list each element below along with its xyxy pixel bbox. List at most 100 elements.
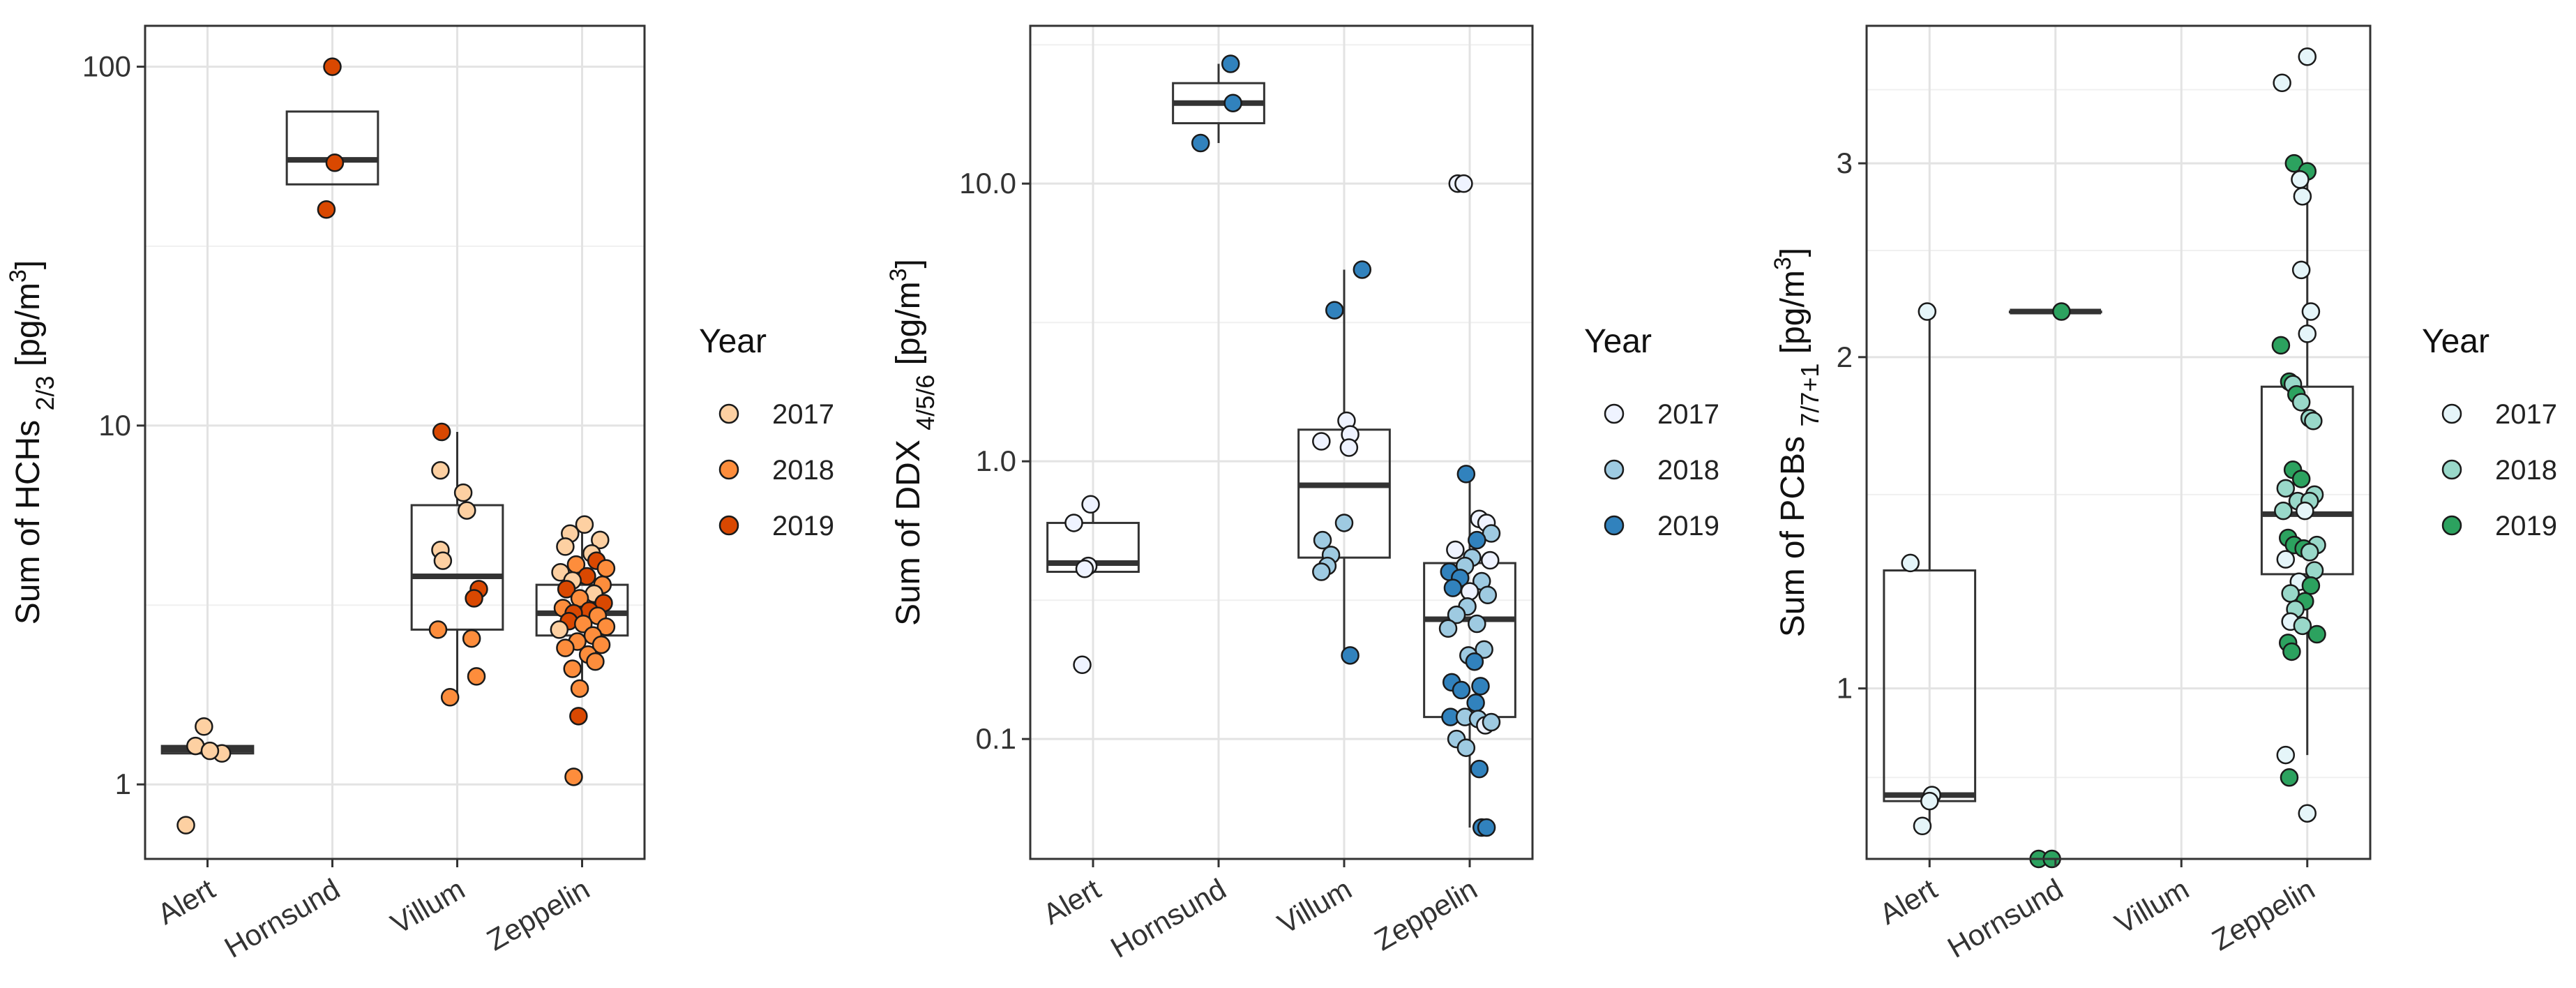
data-point — [556, 638, 575, 657]
data-point — [1456, 465, 1476, 484]
data-point — [1454, 174, 1473, 193]
data-point — [2298, 324, 2317, 343]
y-tick-label: 2 — [1837, 340, 1853, 373]
data-point — [1468, 530, 1486, 550]
data-point — [2301, 302, 2321, 321]
data-point — [2305, 561, 2324, 580]
y-axis-title: Sum of PCBs 7/7+1 [pg/m3] — [1770, 248, 1824, 637]
data-point — [556, 537, 575, 556]
legend-key — [1604, 515, 1625, 536]
data-point — [432, 422, 451, 442]
x-tick-label: Villum — [1272, 872, 1357, 941]
data-point — [1465, 652, 1484, 671]
data-point — [2280, 768, 2299, 787]
data-point — [431, 461, 450, 480]
legend-label: 2019 — [1657, 511, 1719, 541]
panel-border — [1865, 24, 2372, 860]
legend-key — [2441, 459, 2462, 480]
data-point — [596, 618, 616, 636]
data-point — [1901, 553, 1920, 573]
data-point — [2276, 550, 2296, 569]
x-tick-label: Villum — [2109, 872, 2194, 941]
legend-key — [2441, 515, 2462, 536]
data-point — [1341, 646, 1359, 665]
data-point — [440, 687, 460, 707]
data-point — [1447, 605, 1466, 624]
data-point — [1482, 712, 1501, 732]
plot-background — [145, 26, 645, 859]
x-tick-label: Zeppelin — [481, 872, 595, 957]
data-point — [176, 816, 195, 834]
data-point — [2293, 616, 2312, 636]
data-point — [564, 768, 583, 786]
data-point — [2271, 336, 2291, 355]
data-point — [1073, 655, 1092, 675]
data-point — [1325, 301, 1344, 320]
y-tick-label: 100 — [82, 50, 131, 83]
legend-label: 2018 — [1657, 455, 1719, 486]
data-point — [2284, 154, 2304, 173]
data-point — [2293, 187, 2312, 206]
legend-title: Year — [1584, 323, 1652, 360]
data-point — [1468, 614, 1486, 634]
y-tick-label: 1.0 — [976, 444, 1016, 477]
data-point — [2052, 302, 2071, 321]
data-point — [200, 741, 220, 761]
data-point — [1460, 582, 1479, 601]
panel-border — [1029, 24, 1534, 860]
data-point — [465, 589, 483, 608]
y-axis-title: Sum of HCHs 2/3 [pg/m3] — [5, 260, 59, 624]
data-point — [1480, 551, 1500, 570]
data-point — [458, 501, 476, 520]
legend-label: 2019 — [2495, 511, 2557, 541]
data-point — [2291, 470, 2311, 488]
legend-label: 2019 — [772, 511, 834, 541]
data-point — [1334, 514, 1354, 532]
data-point — [563, 659, 582, 678]
data-point — [1918, 302, 1937, 321]
box-iqr — [1883, 569, 1977, 802]
data-point — [1477, 818, 1496, 837]
data-point — [557, 580, 576, 599]
data-point — [1438, 619, 1458, 638]
data-point — [1475, 640, 1493, 659]
legend-title: Year — [2422, 323, 2490, 360]
box-hornsund — [285, 110, 379, 186]
data-point — [591, 530, 610, 550]
x-tick-label: Hornsund — [1942, 872, 2068, 964]
box-iqr — [410, 504, 504, 631]
panel-3: 1 2 3 Alert Hornsund Villum Zeppelin Sum of PCB… — [1770, 24, 2557, 964]
data-point — [2282, 642, 2301, 661]
data-point — [570, 679, 589, 698]
y-tick-label: 1 — [115, 768, 131, 800]
data-point — [1456, 738, 1476, 757]
legend-label: 2018 — [2495, 455, 2557, 486]
data-point — [1452, 680, 1471, 700]
x-tick-label: Hornsund — [219, 872, 345, 964]
data-point — [1191, 133, 1210, 153]
legend-key — [1604, 403, 1625, 424]
data-point — [1478, 585, 1498, 605]
data-point — [2304, 412, 2323, 431]
panel-border — [144, 24, 646, 860]
legend-label: 2018 — [772, 455, 834, 486]
legend: Year 2017 2018 2019 — [2422, 323, 2557, 541]
box-iqr — [285, 110, 379, 186]
data-point — [323, 57, 342, 76]
legend: Year 2017 2018 2019 — [699, 323, 834, 541]
data-point — [2291, 170, 2310, 189]
data-point — [2291, 393, 2311, 412]
data-point — [569, 707, 588, 726]
data-point — [1223, 93, 1242, 112]
data-point — [592, 635, 611, 654]
data-point — [2296, 501, 2314, 521]
data-point — [1470, 759, 1489, 779]
data-point — [550, 620, 569, 639]
data-point — [1471, 677, 1490, 696]
data-point — [1920, 791, 1939, 811]
x-tick-label: Zeppelin — [2206, 872, 2320, 957]
data-point — [317, 200, 336, 219]
data-point — [1446, 540, 1465, 560]
